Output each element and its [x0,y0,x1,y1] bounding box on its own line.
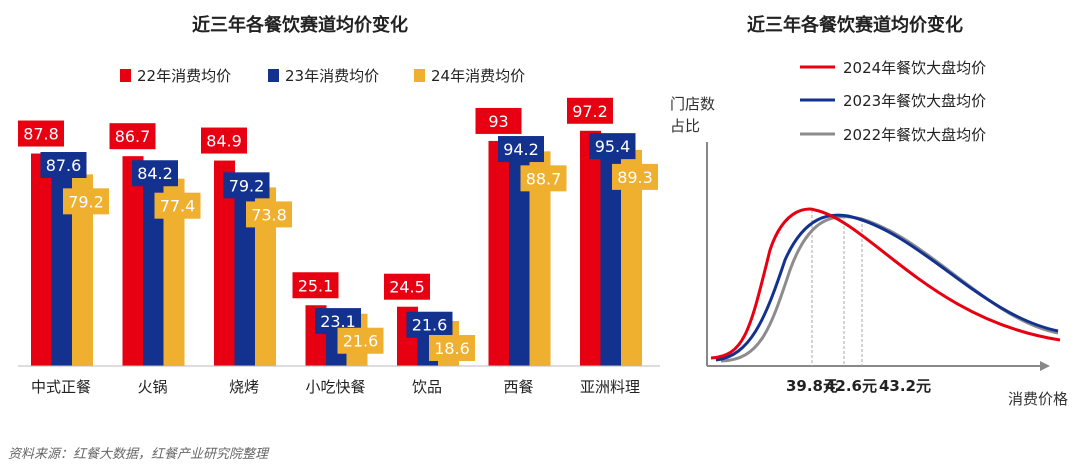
data-label-box [223,172,270,199]
bar [600,135,622,366]
data-label-box [337,327,384,354]
data-label: 18.6 [434,339,470,358]
data-label-box [475,107,522,134]
data-label: 87.6 [46,156,82,175]
source-note: 资料来源：红餐大数据，红餐产业研究院整理 [8,446,270,462]
data-label-box [520,165,567,192]
data-label: 95.4 [595,137,631,156]
data-label: 79.2 [68,192,104,211]
data-label-box [132,160,178,187]
right-legend: 2024年餐饮大盘均价 2023年餐饮大盘均价 2022年餐饮大盘均价 [800,59,986,144]
data-label-box [63,188,109,215]
data-label: 84.9 [206,132,242,151]
data-label: 94.2 [503,140,539,159]
bar [163,178,185,366]
data-label-box [246,201,292,228]
data-label: 86.7 [115,127,151,146]
category-label: 亚洲料理 [580,378,640,396]
category-label: 西餐 [503,378,533,396]
category-label: 烧烤 [229,378,259,396]
bar [51,154,73,366]
data-label: 88.7 [526,169,562,188]
data-label: 93 [488,112,508,131]
data-label: 84.2 [137,164,173,183]
data-label: 77.4 [160,197,196,216]
legend-label: 2023年餐饮大盘均价 [843,92,986,110]
bar [72,174,93,366]
data-label: 89.3 [617,168,653,187]
category-label: 火锅 [137,378,167,396]
category-label: 中式正餐 [31,378,91,396]
data-label-box [154,192,201,219]
data-label: 79.2 [229,176,265,195]
data-label: 97.2 [572,102,608,121]
legend-label: 2024年餐饮大盘均价 [843,59,986,77]
peak-label-2023: 42.6元 [825,377,877,395]
legend-label: 24年消费均价 [431,67,525,85]
data-label-box [589,133,636,160]
peak-label-2024: 39.8元 [786,377,838,395]
data-label: 21.6 [343,332,379,351]
legend-swatch [120,69,131,82]
category-label: 饮品 [412,378,442,396]
bar [31,153,52,366]
peak-label-2022: 43.2元 [879,377,931,395]
legend-swatch [268,69,279,82]
data-label-box [384,273,430,300]
bar [488,140,510,366]
data-label-box [40,152,87,179]
legend-label: 23年消费均价 [285,67,379,85]
data-label: 21.6 [412,316,448,335]
curve-2024 [710,207,1061,360]
legend-label: 2022年餐饮大盘均价 [843,126,986,144]
right-chart-title: 近三年各餐饮赛道均价变化 [747,14,963,36]
left-chart-title: 近三年各餐饮赛道均价变化 [192,14,408,36]
data-label-box [201,127,247,154]
y-axis-label: 门店数占比 [670,95,716,135]
x-axis-arrow-icon [1040,361,1050,371]
bar [580,130,601,366]
bar [255,187,276,366]
bar [529,151,551,366]
curve-2022 [720,215,1059,363]
bar-groups: 中式正餐 87.8 87.6 79.2 火锅 86.7 84.2 77.4 烧烤 84.9 79.2… [18,97,658,396]
data-label: 24.5 [389,278,425,297]
category-label: 小吃快餐 [305,378,365,396]
legend-swatch [414,69,425,82]
data-label-box [498,136,544,163]
data-label-box [567,97,613,124]
data-label-box [429,334,475,361]
legend-label: 22年消费均价 [137,67,231,85]
data-label-box [612,163,658,190]
bar [122,156,144,366]
bar [621,149,642,366]
data-label-box [18,120,64,147]
data-label: 25.1 [298,276,334,295]
data-label-box [109,123,156,150]
bar [214,160,235,366]
data-label-box [406,311,453,338]
data-label-box [292,272,339,299]
data-label: 23.1 [320,312,356,331]
bar [509,138,530,366]
curve-2023 [715,213,1059,362]
x-axis-label: 消费价格 [1008,390,1068,408]
data-label: 73.8 [251,205,287,224]
data-label: 87.8 [23,125,59,144]
left-legend: 22年消费均价 23年消费均价 24年消费均价 [120,67,525,85]
